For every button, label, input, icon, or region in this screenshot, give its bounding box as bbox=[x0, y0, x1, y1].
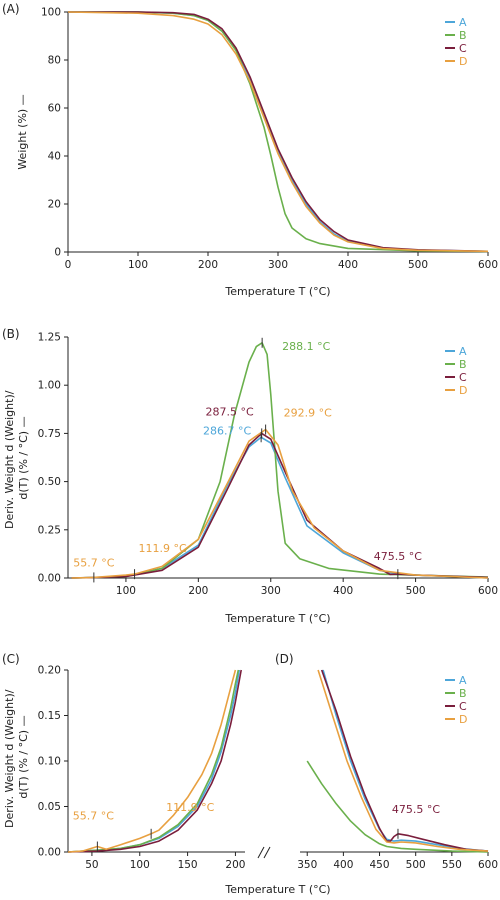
p1-x-tick-label: 600 bbox=[478, 585, 498, 597]
p0-series-b-line bbox=[68, 11, 489, 253]
p0-y-tick-label: 40 bbox=[48, 151, 61, 163]
p0-legend-label-a: A bbox=[459, 16, 467, 29]
p2-x-tick-label: 200 bbox=[225, 859, 245, 871]
p1-y-tick-label: 1.25 bbox=[38, 332, 61, 344]
p3-series-c-line bbox=[320, 669, 489, 852]
p1-series-b-line bbox=[71, 342, 489, 579]
p1-y-tick-label: 0.00 bbox=[38, 573, 61, 585]
p0-y-tick-label: 100 bbox=[41, 7, 61, 19]
panel-label-c: (C) bbox=[2, 652, 20, 666]
p0-legend-label-c: C bbox=[459, 42, 467, 55]
p2-series-d-line bbox=[67, 669, 237, 853]
p3-x-tick-label: 600 bbox=[478, 859, 498, 871]
p1-legend-label-b: B bbox=[459, 358, 467, 371]
p2-series-b-line bbox=[67, 669, 240, 853]
p1-x-tick-label: 500 bbox=[406, 585, 426, 597]
p0-y-tick-label: 60 bbox=[48, 103, 61, 115]
p0-x-tick-label: 100 bbox=[128, 259, 148, 271]
p3-x-tick-label: 500 bbox=[406, 859, 426, 871]
p3-x-tick-label: 450 bbox=[370, 859, 390, 871]
p1-peak-label: 287.5 °C bbox=[206, 405, 254, 418]
p1-legend-label-a: A bbox=[459, 345, 467, 358]
x-axis-label-a: Temperature T (°C) bbox=[224, 285, 330, 298]
p1-x-tick-label: 100 bbox=[116, 585, 136, 597]
p0-y-tick-label: 80 bbox=[48, 55, 61, 67]
p1-peak-label: 475.5 °C bbox=[374, 550, 422, 563]
p1-series-c-line bbox=[71, 432, 489, 579]
p2-y-tick-label: 0.10 bbox=[38, 756, 61, 768]
p2-peak-label: 111.9 °C bbox=[166, 801, 214, 814]
plot-b: 100 200 300 400 500 600 0.00 0.25 0.50 0.75 1.00 1.… bbox=[38, 332, 498, 598]
p0-y-tick-label: 0 bbox=[54, 247, 61, 259]
panel-label-b: (B) bbox=[2, 327, 20, 341]
p0-legend-label-d: D bbox=[459, 55, 467, 68]
p3-legend-label-d: D bbox=[459, 713, 467, 726]
p1-legend-label-d: D bbox=[459, 384, 467, 397]
axis-break-mark bbox=[263, 846, 271, 859]
p1-series-d-line bbox=[71, 428, 489, 579]
x-axis-label-b: Temperature T (°C) bbox=[224, 612, 330, 625]
p2-peak-label: 55.7 °C bbox=[73, 810, 114, 823]
p2-series-c-line bbox=[67, 669, 242, 853]
p1-peak-label: 286.7 °C bbox=[203, 424, 251, 437]
p1-peak-label: 288.1 °C bbox=[282, 340, 330, 353]
panel-label-d: (D) bbox=[275, 652, 294, 666]
p1-x-tick-label: 200 bbox=[188, 585, 208, 597]
p2-y-tick-label: 0.15 bbox=[38, 710, 61, 722]
p0-x-tick-label: 600 bbox=[478, 259, 498, 271]
p0-x-tick-label: 200 bbox=[198, 259, 218, 271]
y-axis-label-a: Weight (%) — bbox=[16, 94, 29, 169]
p3-legend-label-b: B bbox=[459, 687, 467, 700]
p2-x-tick-label: 100 bbox=[130, 859, 150, 871]
p0-legend-label-b: B bbox=[459, 29, 467, 42]
p2-y-tick-label: 0.05 bbox=[38, 801, 61, 813]
p3-x-tick-label: 350 bbox=[297, 859, 317, 871]
p2-x-tick-label: 150 bbox=[178, 859, 198, 871]
y-axis-label-b: Deriv. Weight d (Weight)/ d(T) (% / °C) … bbox=[3, 387, 30, 529]
x-axis-label-cd: Temperature T (°C) bbox=[224, 883, 330, 896]
p1-x-tick-label: 300 bbox=[261, 585, 281, 597]
p1-x-tick-label: 400 bbox=[333, 585, 353, 597]
p0-x-tick-label: 0 bbox=[65, 259, 72, 271]
p0-y-tick-label: 20 bbox=[48, 199, 61, 211]
y-axis-label-c: Deriv. Weight d (Weight)/ d(T) (% / °C) … bbox=[3, 686, 30, 828]
y-axis-label-b-line2: d(T) (% / °C) — bbox=[17, 416, 30, 499]
p1-y-tick-label: 0.25 bbox=[38, 524, 61, 536]
p1-peak-label: 111.9 °C bbox=[139, 542, 187, 555]
p1-peak-label: 292.9 °C bbox=[284, 407, 332, 420]
p3-legend-label-a: A bbox=[459, 674, 467, 687]
p1-legend-label-c: C bbox=[459, 371, 467, 384]
p3-series-b-line bbox=[306, 760, 489, 853]
p1-peak-label: 55.7 °C bbox=[73, 556, 114, 569]
p3-peak-label: 475.5 °C bbox=[392, 803, 440, 816]
p1-y-tick-label: 1.00 bbox=[38, 380, 61, 392]
plot-c: 50 100 150 200 0.00 0.05 0.10 0.15 0.20 111.9 °C 5… bbox=[38, 665, 246, 872]
axis-break-mark bbox=[257, 846, 265, 859]
panel-label-a: (A) bbox=[2, 2, 20, 16]
p2-series-a-line bbox=[67, 669, 241, 853]
p1-y-tick-label: 0.75 bbox=[38, 428, 61, 440]
p1-y-tick-label: 0.50 bbox=[38, 476, 61, 488]
p0-series-d-line bbox=[67, 11, 489, 253]
p3-legend-label-c: C bbox=[459, 700, 467, 713]
p3-x-tick-label: 400 bbox=[333, 859, 353, 871]
y-axis-label-c-line2: d(T) (% / °C) — bbox=[17, 715, 30, 798]
p3-series-d-line bbox=[317, 669, 489, 852]
p0-series-a-line bbox=[68, 11, 489, 253]
p0-x-tick-label: 400 bbox=[338, 259, 358, 271]
y-axis-label-c-line1: Deriv. Weight d (Weight)/ bbox=[3, 689, 16, 828]
p0-x-tick-label: 500 bbox=[408, 259, 428, 271]
p0-x-tick-label: 300 bbox=[268, 259, 288, 271]
p3-x-tick-label: 550 bbox=[442, 859, 462, 871]
p2-y-tick-label: 0.00 bbox=[38, 847, 61, 859]
p2-y-tick-label: 0.20 bbox=[38, 665, 61, 677]
y-axis-label-b-line1: Deriv. Weight d (Weight)/ bbox=[3, 390, 16, 529]
p2-x-tick-label: 50 bbox=[85, 859, 98, 871]
p0-series-c-line bbox=[68, 11, 489, 253]
